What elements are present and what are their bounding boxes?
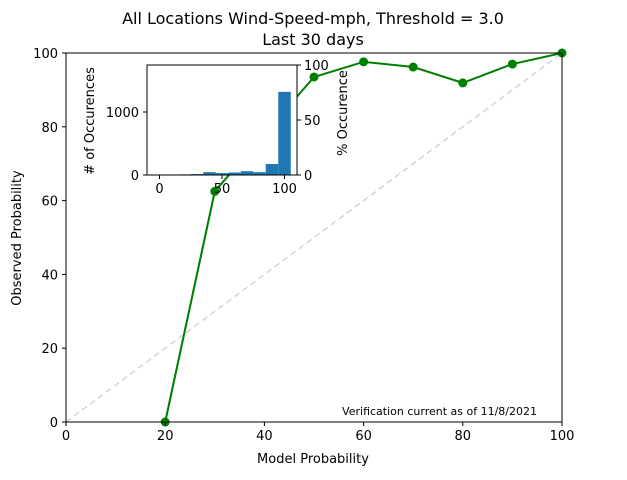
y-tick-label: 100: [33, 47, 58, 62]
chart-subtitle: Last 30 days: [262, 30, 364, 49]
inset-y2-tick-label: 0: [304, 169, 312, 184]
inset-background: [147, 65, 297, 175]
data-point: [210, 186, 220, 196]
data-point: [309, 72, 319, 82]
inset-y-tick-label: 1000: [106, 106, 139, 121]
plot-frame: [65, 52, 563, 423]
y-tick-label: 60: [41, 195, 58, 210]
data-point: [408, 62, 418, 72]
data-point: [458, 78, 468, 88]
y-tick-label: 20: [41, 342, 58, 357]
x-tick-label: 0: [62, 429, 70, 444]
inset-y2-tick-label: 100: [304, 59, 329, 74]
inset-x-tick-label: 50: [214, 182, 231, 197]
data-point: [507, 59, 517, 69]
y-tick-label: 0: [50, 416, 58, 431]
inset-y2-axis-label: % Occurence: [336, 70, 351, 156]
x-tick-label: 20: [157, 429, 174, 444]
series-line: [65, 52, 563, 423]
inset-y2-tick-label: 50: [304, 114, 321, 129]
x-tick-label: 60: [355, 429, 372, 444]
x-tick-label: 40: [256, 429, 273, 444]
inset-x-tick-label: 100: [272, 182, 297, 197]
x-tick-label: 80: [455, 429, 472, 444]
data-point: [359, 57, 369, 67]
histogram-bar: [278, 91, 291, 175]
y-axis-label: Observed Probability: [10, 170, 25, 306]
inset-y-axis-label: # of Occurences: [83, 67, 98, 175]
histogram-bar: [228, 172, 241, 175]
histogram-bar: [253, 172, 266, 175]
verification-note: Verification current as of 11/8/2021: [342, 405, 537, 418]
histogram-bar: [215, 173, 229, 175]
y-tick-label: 80: [41, 121, 58, 136]
x-axis-label: Model Probability: [257, 452, 369, 467]
chart-title: All Locations Wind-Speed-mph, Threshold …: [122, 9, 504, 28]
histogram-bar: [203, 172, 216, 175]
y-tick-label: 40: [41, 268, 58, 283]
inset-x-tick-label: 0: [155, 182, 163, 197]
histogram-bar: [240, 171, 254, 175]
inset-y-tick-label: 0: [131, 169, 139, 184]
x-tick-label: 100: [550, 429, 575, 444]
histogram-bar: [265, 163, 279, 175]
